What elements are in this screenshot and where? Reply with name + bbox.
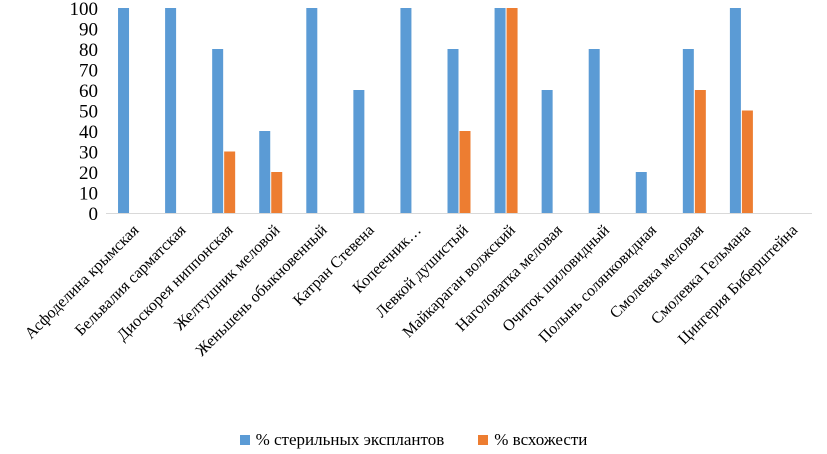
bar-sterile [306,8,318,213]
legend-swatch-sterile [239,435,250,445]
bar-sterile [447,49,459,213]
y-tick-label: 90 [79,20,98,41]
x-tick-label: Катран Стевена [290,222,378,310]
bar-sterile [682,49,694,213]
bar-sterile [259,131,271,213]
legend-item-germination: % всхожести [478,430,587,450]
bar-sterile [165,8,177,213]
bar-sterile [494,8,506,213]
bar-sterile [400,8,412,213]
legend-label-sterile: % стерильных эксплантов [255,430,445,449]
y-tick-label: 40 [79,122,98,143]
bar-germination [224,151,236,213]
bar-sterile [353,90,365,213]
y-tick-label: 10 [79,184,98,205]
y-tick-label: 60 [79,81,98,102]
y-tick-label: 50 [79,102,98,123]
bar-germination [694,90,706,213]
bar-sterile [729,8,741,213]
y-tick-label: 0 [89,204,99,225]
bar-sterile [118,8,130,213]
bars [118,8,753,213]
y-tick-label: 80 [79,40,98,61]
bar-germination [506,8,518,213]
y-tick-label: 30 [79,143,98,164]
bar-germination [459,131,471,213]
bar-germination [271,172,283,213]
legend-swatch-germination [478,435,489,445]
bar-sterile [588,49,600,213]
y-tick-label: 20 [79,163,98,184]
legend-label-germination: % всхожести [494,430,588,449]
legend-item-sterile: % стерильных эксплантов [239,430,445,450]
y-tick-label: 70 [79,61,98,82]
legend: % стерильных эксплантов % всхожести [0,428,827,452]
bar-sterile [212,49,224,213]
bar-sterile [541,90,553,213]
y-tick-label: 100 [70,0,99,20]
bar-sterile [635,172,647,213]
bar-germination [741,110,753,213]
